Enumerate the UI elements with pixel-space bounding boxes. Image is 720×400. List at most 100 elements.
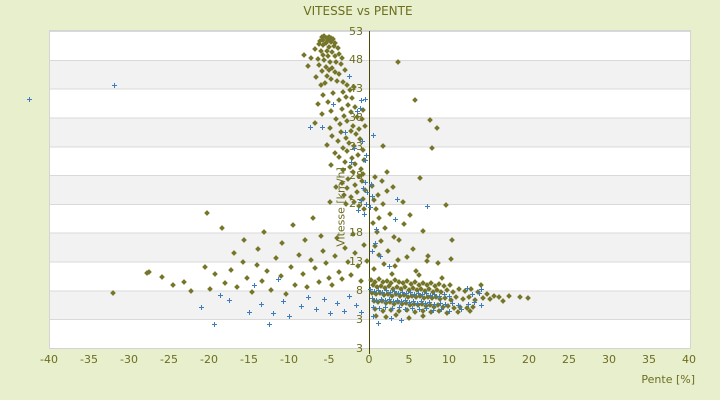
data-point [389,306,395,312]
data-point [394,297,400,303]
data-point [420,313,427,320]
data-point [327,162,334,169]
data-point [442,202,449,208]
data-point [386,297,392,303]
data-point [385,247,392,254]
data-point [278,240,285,246]
data-point [360,186,366,192]
data-point [342,129,348,135]
data-point [331,101,337,107]
data-point [403,306,409,312]
data-point [381,261,388,268]
data-point [403,254,410,260]
data-point [310,214,316,221]
data-point [378,238,384,245]
y-tick-label: 53 [349,24,363,38]
data-point [389,270,396,277]
data-point [453,294,460,301]
data-point [320,124,326,130]
data-point [299,270,306,277]
data-point [395,197,401,203]
y-tick-label: 43 [349,82,363,96]
x-tick-label: -20 [200,353,218,366]
x-tick-label: 35 [642,353,656,366]
data-point [363,179,369,185]
x-tick-label: 30 [602,353,616,366]
x-tick-label: 20 [522,353,536,366]
data-point [258,277,265,284]
data-point [280,299,286,305]
data-point [326,274,332,281]
data-point [361,211,367,217]
data-point [396,305,402,311]
data-point [337,121,344,128]
data-point [422,301,428,307]
data-point [416,290,422,296]
data-point [361,241,368,248]
data-point [246,309,252,315]
y-tick-label: 3 [356,312,363,326]
data-point [436,293,442,299]
data-point [334,44,341,51]
data-point [305,294,311,300]
data-point [476,290,482,296]
data-point [383,305,389,311]
data-point [424,203,430,209]
data-point [416,307,422,313]
data-point [203,210,210,216]
data-point [354,109,360,115]
data-point [330,90,336,97]
data-point [478,303,484,309]
data-point [353,302,359,308]
data-point [348,159,354,165]
data-point [380,143,387,150]
data-point [369,248,375,254]
data-point [359,197,365,203]
data-point [308,125,314,131]
x-tick-label: 15 [482,353,496,366]
data-point [158,274,165,280]
data-point [404,291,410,297]
data-point [386,210,393,217]
data-point [429,145,436,151]
data-point [410,246,416,252]
data-point [335,97,342,103]
data-point [212,321,218,327]
data-point [420,292,426,298]
data-point [370,220,376,226]
data-point [321,296,327,302]
data-point [406,299,412,305]
data-point [263,268,270,275]
data-point [394,256,401,263]
data-point [312,46,319,53]
y-axis-title: Vitesse [km/h] [334,167,348,247]
data-point [432,291,438,297]
data-point [399,318,405,324]
data-point [419,228,426,234]
data-point [335,300,341,306]
data-point [313,307,319,313]
data-point [370,314,376,320]
data-point [517,294,524,301]
data-point [464,285,470,291]
data-point [336,153,343,160]
data-point [376,287,382,293]
data-point [359,310,365,316]
data-point [254,246,261,253]
data-point [352,182,359,189]
data-point [392,289,398,295]
data-point [376,215,383,222]
data-point [276,277,282,283]
data-point [287,264,294,271]
data-point [354,152,361,158]
data-point [356,126,363,132]
data-point [449,237,456,244]
data-point [364,201,370,207]
data-point [399,199,406,206]
data-point [414,300,420,306]
data-point [338,276,345,283]
data-point [373,297,379,303]
data-point [448,256,455,263]
data-point [428,293,434,299]
